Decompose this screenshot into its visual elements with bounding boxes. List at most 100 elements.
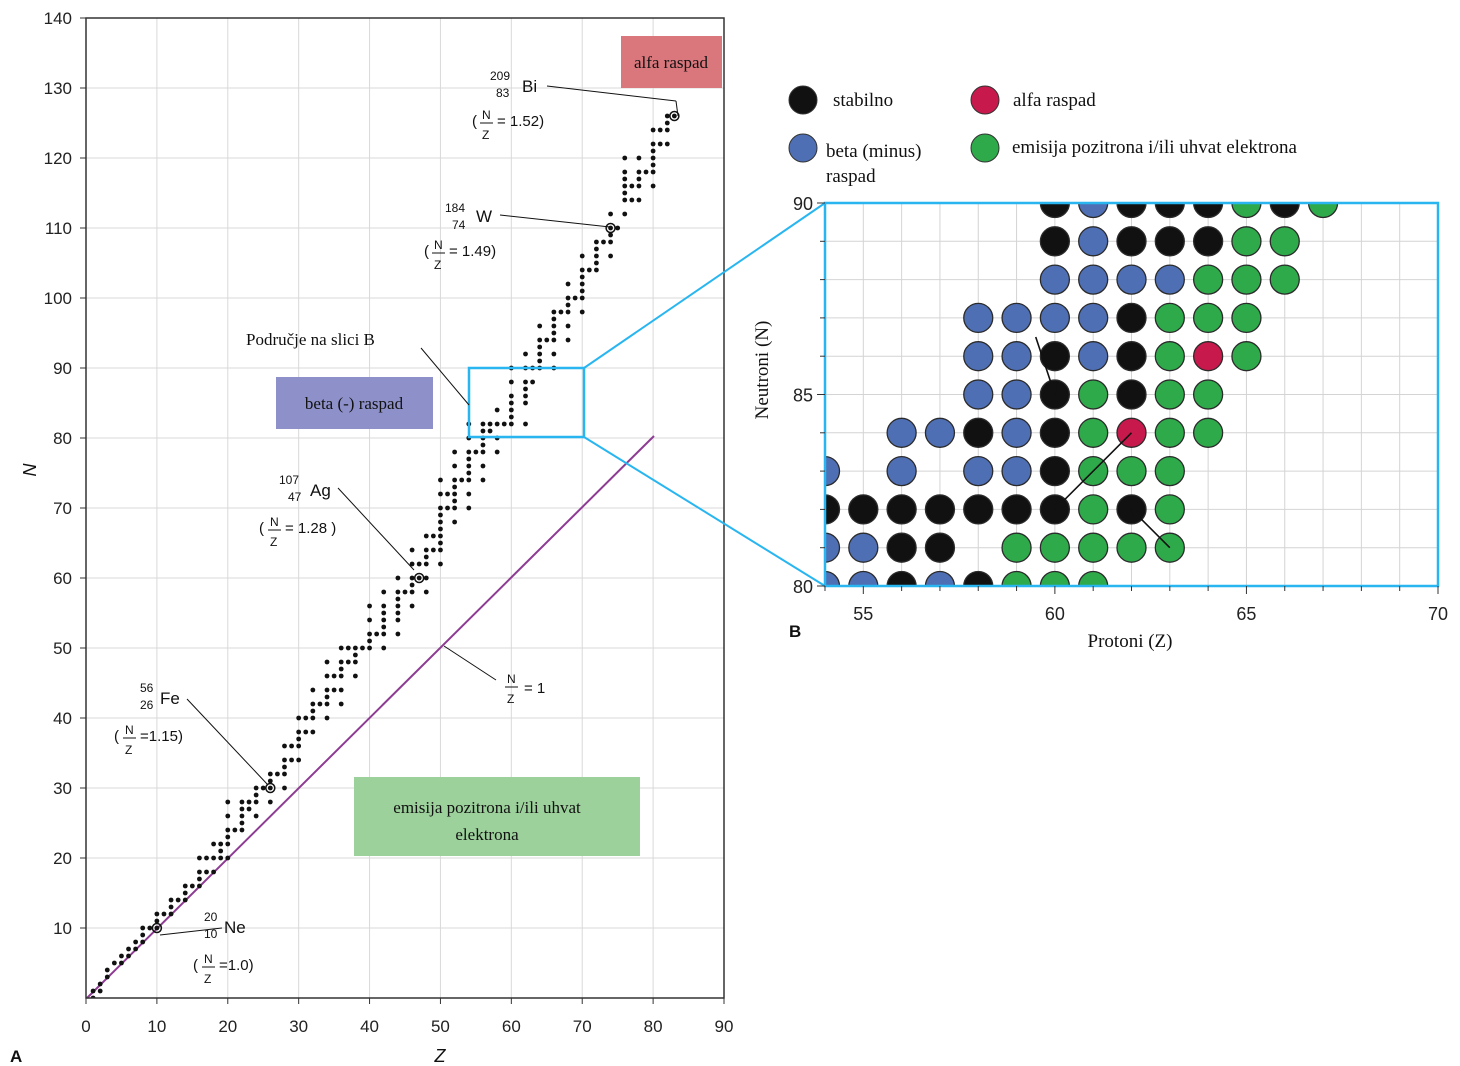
stable-nuclide-dot bbox=[218, 855, 224, 861]
stable-nuclide-dot bbox=[140, 925, 146, 931]
nuclide-stable bbox=[1192, 203, 1224, 219]
x-tick-label: 70 bbox=[573, 1017, 592, 1036]
ag-symbol: Ag bbox=[310, 481, 331, 500]
x-tick-label: 60 bbox=[1045, 604, 1065, 624]
stable-nuclide-dot bbox=[608, 211, 613, 217]
nz-frac-n: N bbox=[507, 672, 516, 686]
stable-nuclide-dot bbox=[494, 421, 500, 427]
stable-nuclide-dot bbox=[523, 386, 528, 392]
stable-nuclide-dot bbox=[608, 225, 613, 231]
stable-nuclide-dot bbox=[487, 428, 493, 434]
nuclide-positron bbox=[1001, 570, 1032, 586]
nuclide-positron bbox=[1078, 379, 1109, 410]
stable-nuclide-dot bbox=[622, 211, 628, 217]
nuclide-beta bbox=[963, 455, 994, 487]
stable-nuclide-dot bbox=[565, 337, 571, 343]
ag-ratio: = 1.28 ) bbox=[285, 520, 336, 537]
stable-nuclide-dot bbox=[303, 715, 309, 721]
stable-nuclide-dot bbox=[636, 155, 642, 161]
stable-nuclide-dot bbox=[508, 393, 514, 399]
stable-nuclide-dot bbox=[140, 939, 146, 945]
nuclide-beta bbox=[924, 417, 956, 448]
stable-nuclide-dot bbox=[197, 876, 202, 882]
stable-nuclide-dot bbox=[395, 589, 401, 595]
stable-nuclide-dot bbox=[225, 799, 231, 805]
stable-nuclide-dot bbox=[147, 925, 153, 931]
nuclide-beta bbox=[963, 302, 994, 334]
stable-nuclide-dot bbox=[253, 813, 259, 819]
stable-nuclide-dot bbox=[579, 309, 585, 315]
panel-a-label: A bbox=[10, 1047, 22, 1066]
stable-nuclide-dot bbox=[204, 869, 209, 875]
nuclide-positron bbox=[1116, 455, 1147, 487]
stable-nuclide-dot bbox=[480, 463, 486, 469]
stable-nuclide-dot bbox=[452, 449, 458, 455]
stable-nuclide-dot bbox=[324, 673, 330, 679]
stable-nuclide-dot bbox=[381, 645, 387, 651]
stable-nuclide-dot bbox=[246, 806, 252, 812]
stable-nuclide-dot bbox=[175, 897, 181, 903]
panel-a-ylabel: N bbox=[20, 463, 40, 477]
stable-nuclide-dot bbox=[664, 141, 670, 147]
stable-nuclide-dot bbox=[395, 603, 401, 609]
y-tick-label: 60 bbox=[53, 569, 72, 588]
stable-nuclide-dot bbox=[338, 659, 344, 665]
stable-nuclide-dot bbox=[409, 575, 415, 581]
stable-nuclide-dot bbox=[558, 309, 564, 315]
stable-nuclide-dot bbox=[423, 589, 429, 595]
stable-nuclide-dot bbox=[629, 197, 635, 203]
stable-nuclide-dot bbox=[296, 715, 302, 721]
stable-nuclide-dot bbox=[253, 792, 259, 798]
nuclide-positron bbox=[1039, 532, 1071, 563]
stable-nuclide-dot bbox=[438, 519, 443, 525]
stable-nuclide-dot bbox=[282, 771, 287, 777]
stable-nuclide-dot bbox=[381, 589, 387, 595]
legend-stable-swatch bbox=[788, 85, 818, 115]
stable-nuclide-dot bbox=[466, 463, 472, 469]
nuclide-beta bbox=[1001, 455, 1032, 487]
y-tick-label: 90 bbox=[53, 359, 72, 378]
stable-nuclide-dot bbox=[423, 547, 429, 553]
ne-frac-z: Z bbox=[204, 972, 211, 986]
stable-nuclide-dot bbox=[225, 841, 231, 847]
nuclide-stable bbox=[1154, 203, 1185, 219]
nuclide-beta bbox=[1001, 417, 1032, 448]
stable-nuclide-dot bbox=[352, 645, 358, 651]
stable-nuclide-dot bbox=[565, 323, 571, 329]
nuclide-stable bbox=[886, 494, 917, 525]
stable-nuclide-dot bbox=[154, 911, 160, 917]
nuclide-positron bbox=[1154, 341, 1185, 372]
stable-nuclide-dot bbox=[409, 547, 415, 553]
stable-nuclide-dot bbox=[367, 638, 372, 644]
nuclide-beta bbox=[1078, 203, 1109, 219]
stable-nuclide-dot bbox=[480, 449, 486, 455]
ne-atomic: 10 bbox=[204, 927, 218, 941]
fe-frac-n: N bbox=[125, 723, 134, 737]
stable-nuclide-dot bbox=[367, 631, 372, 637]
stable-nuclide-dot bbox=[409, 561, 415, 567]
stable-nuclide-dot bbox=[629, 183, 635, 189]
nuclide-positron bbox=[1231, 203, 1262, 219]
nuclide-stable bbox=[1039, 226, 1071, 257]
x-tick-label: 30 bbox=[289, 1017, 308, 1036]
legend-beta-label-line2: raspad bbox=[826, 166, 876, 187]
nuclide-stable bbox=[1039, 455, 1071, 487]
stable-nuclide-dot bbox=[289, 743, 294, 749]
nuclide-beta bbox=[848, 570, 879, 586]
nuclide-positron bbox=[1192, 417, 1224, 448]
nuclide-positron bbox=[1154, 379, 1185, 410]
y-tick-label: 100 bbox=[44, 289, 72, 308]
legend-beta-swatch bbox=[788, 133, 818, 163]
nuclide-beta bbox=[963, 341, 994, 372]
stable-nuclide-dot bbox=[296, 743, 302, 749]
beta-region-label: beta (-) raspad bbox=[305, 394, 404, 413]
bi-leader-2 bbox=[675, 100, 679, 117]
stable-nuclide-dot bbox=[480, 442, 486, 448]
stable-nuclide-dot bbox=[650, 141, 656, 147]
nuclide-positron bbox=[1154, 302, 1185, 334]
nuclide-positron bbox=[1192, 264, 1224, 295]
stable-nuclide-dot bbox=[267, 785, 273, 791]
nuclide-beta bbox=[1001, 341, 1032, 372]
x-tick-label: 20 bbox=[218, 1017, 237, 1036]
nuclide-beta bbox=[1078, 341, 1109, 372]
